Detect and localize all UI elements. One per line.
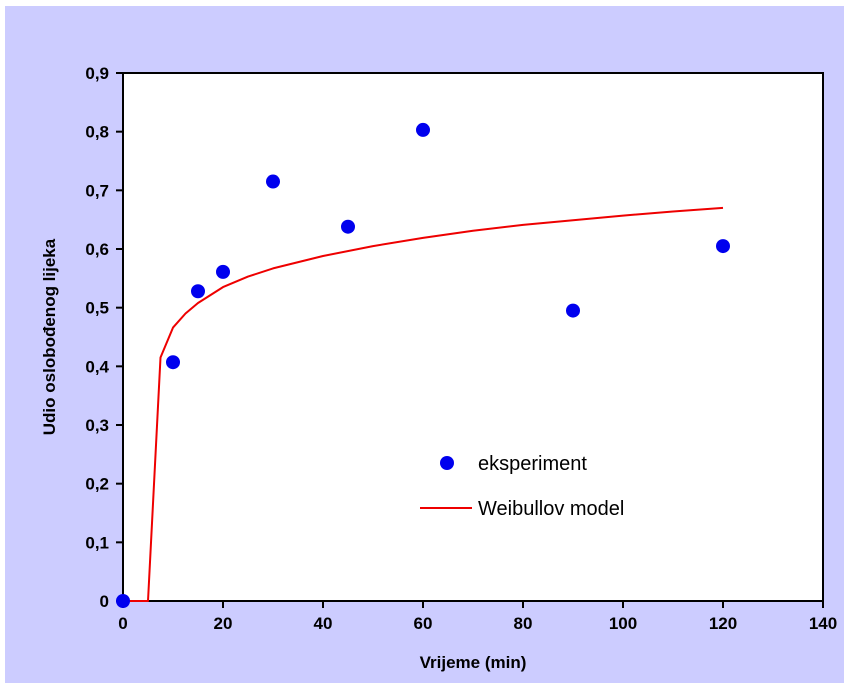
data-point-eksperiment-0	[116, 594, 130, 608]
plot-area	[122, 72, 824, 602]
y-tick-label-7: 0,7	[85, 181, 109, 200]
x-tick-label-3: 60	[414, 614, 433, 633]
x-tick-label-2: 40	[314, 614, 333, 633]
series-line-weibullov-model	[123, 206, 724, 602]
legend-label-eksperiment: eksperiment	[478, 453, 587, 475]
y-tick-label-1: 0,1	[85, 533, 109, 552]
x-tick-label-0: 0	[118, 614, 127, 633]
data-point-eksperiment-1	[166, 355, 180, 370]
y-tick-label-0: 0	[100, 592, 109, 611]
y-axis-title: Udio oslobođenog lijeka	[40, 238, 59, 435]
y-axis-tick-labels: 0 0,1 0,2 0,3 0,4 0,5 0,6 0,7 0,8 0,9	[85, 64, 109, 611]
y-tick-label-8: 0,8	[85, 123, 109, 142]
x-tick-label-7: 140	[809, 614, 837, 633]
data-point-eksperiment-8	[716, 239, 730, 254]
legend: eksperiment Weibullov model	[420, 453, 624, 520]
series-lines	[123, 206, 724, 602]
x-tick-label-5: 100	[609, 614, 637, 633]
x-tick-label-4: 80	[514, 614, 533, 633]
y-tick-label-3: 0,3	[85, 416, 109, 435]
x-tick-label-6: 120	[709, 614, 737, 633]
legend-marker-eksperiment	[440, 456, 454, 470]
series-points	[116, 122, 730, 608]
data-point-eksperiment-4	[266, 174, 280, 189]
x-axis-title: Vrijeme (min)	[420, 653, 527, 672]
data-point-eksperiment-6	[416, 122, 430, 137]
x-tick-label-1: 20	[214, 614, 233, 633]
x-axis-tick-labels: 0 20 40 60 80 100 120 140	[118, 614, 837, 633]
y-tick-label-6: 0,6	[85, 240, 109, 259]
y-tick-label-9: 0,9	[85, 64, 109, 83]
y-tick-label-4: 0,4	[85, 357, 109, 376]
y-tick-label-5: 0,5	[85, 299, 109, 318]
data-point-eksperiment-3	[216, 264, 230, 279]
y-tick-label-2: 0,2	[85, 475, 109, 494]
legend-label-weibull: Weibullov model	[478, 498, 624, 520]
data-point-eksperiment-2	[191, 284, 205, 299]
data-point-eksperiment-5	[341, 219, 355, 234]
data-point-eksperiment-7	[566, 303, 580, 318]
